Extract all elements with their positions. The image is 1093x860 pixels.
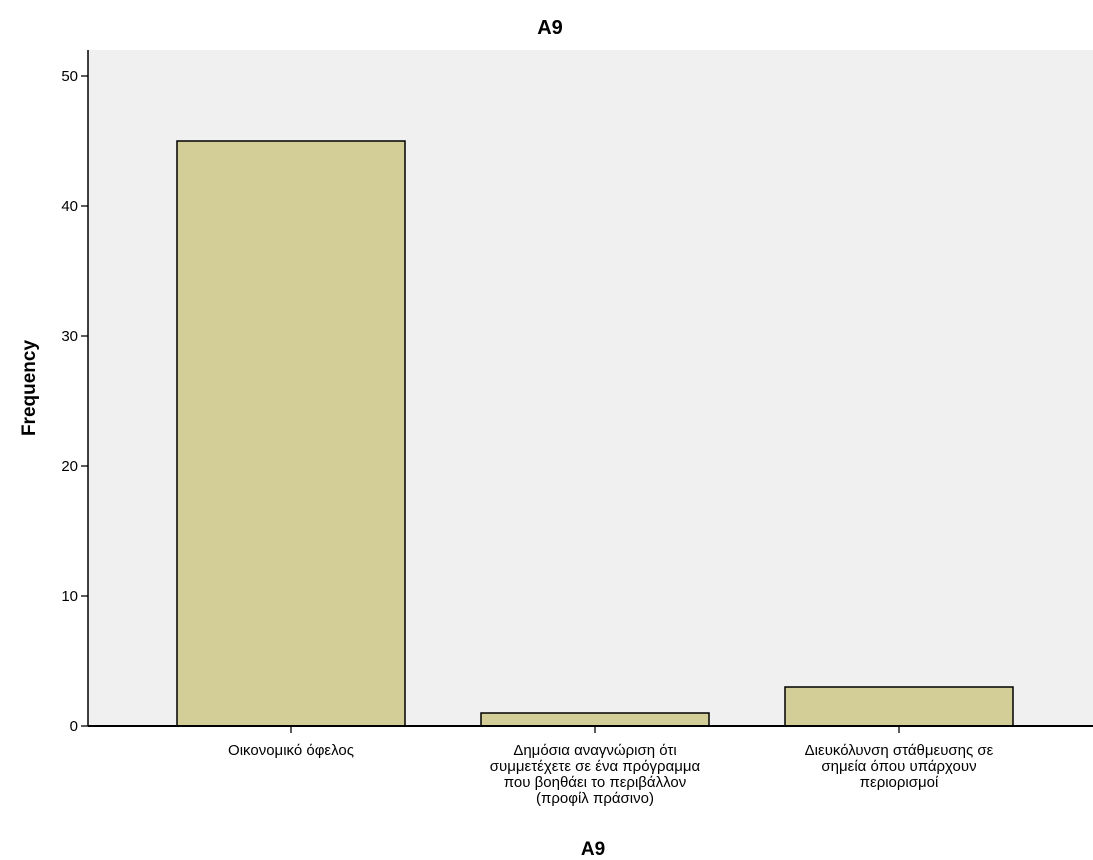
x-tick-label-1: Οικονομικό όφελος [228, 742, 354, 759]
y-tick-label: 10 [61, 588, 78, 605]
y-tick-label: 30 [61, 328, 78, 345]
x-tick-label-2: Δημόσια αναγνώριση ότι συμμετέχετε σε ένα… [490, 742, 701, 807]
y-tick-label: 40 [61, 198, 78, 215]
bar-2 [480, 712, 710, 727]
chart-title: A9 [537, 17, 563, 39]
x-tick-label-3: Διευκόλυνση στάθμευσης σε σημεία όπου υπά… [805, 742, 994, 791]
x-axis-ticks: Οικονομικό όφελος Δημόσια αναγνώριση ότι σ… [228, 726, 994, 807]
y-tick-label: 20 [61, 458, 78, 475]
y-axis-title: Frequency [19, 340, 40, 437]
bars-group [176, 140, 1014, 727]
y-tick-label: 0 [70, 718, 78, 735]
x-axis-title: A9 [581, 839, 605, 860]
bar-1 [176, 140, 406, 727]
y-axis-ticks: 0 10 20 30 40 50 [61, 68, 88, 735]
bar-3 [784, 686, 1014, 727]
y-tick-label: 50 [61, 68, 78, 85]
